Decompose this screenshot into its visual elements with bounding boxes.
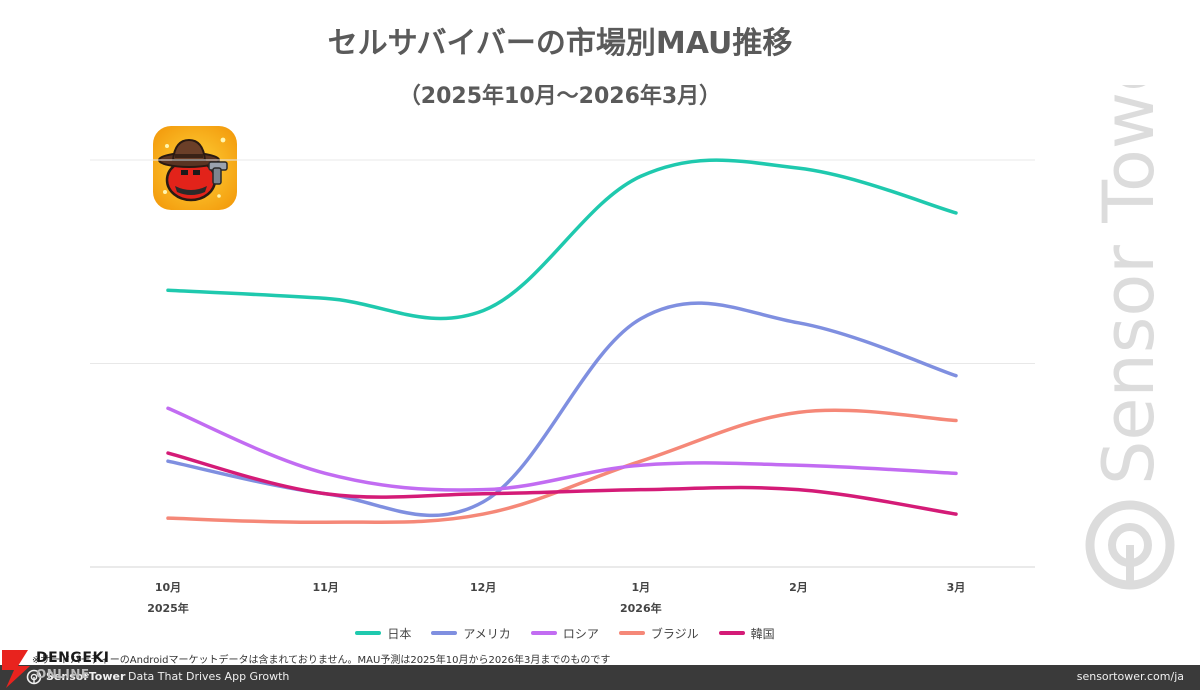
legend-label: 韓国 [750,626,775,641]
legend-item[interactable]: ロシア [530,625,599,642]
series-line-0 [166,158,958,321]
legend-swatch [355,631,382,635]
footnote: ※サードパーティーのAndroidマーケットデータは含まれておりません。MAU予… [32,655,611,666]
legend-label: 日本 [387,626,412,641]
legend-item[interactable]: 日本 [355,625,411,642]
legend-item[interactable]: ブラジル [618,625,699,642]
sensortower-logo-icon [1085,500,1175,590]
footer-url[interactable]: sensortower.com/ja [1076,670,1184,683]
x-year-label: 2026年 [620,601,662,615]
series-line-4 [166,451,958,516]
chart-legend: 日本 アメリカ ロシア ブラジル 韓国 [0,624,1130,642]
x-tick-label: 2月 [789,581,808,594]
footer-tagline: Data That Drives App Growth [128,670,290,683]
sensortower-watermark: Sensor Tower [1085,85,1175,590]
legend-swatch [530,631,557,635]
watermark-text: Sensor Tower [1088,85,1170,485]
chart-gridlines [90,159,1035,568]
footer-brand: SensorTower [46,670,126,683]
footer-bar: SensorTower Data That Drives App Growth … [0,665,1200,690]
dengeki-online-logo [2,650,30,688]
x-tick-label: 12月 [470,581,496,594]
x-year-label: 2025年 [147,601,189,615]
legend-item[interactable]: 韓国 [718,625,775,642]
legend-item[interactable]: アメリカ [431,625,511,642]
legend-label: アメリカ [463,626,511,641]
series-line-2 [166,406,958,492]
legend-swatch [718,631,745,635]
chart-subtitle: （2025年10月～2026年3月） [398,84,722,109]
x-tick-label: 10月 [155,581,181,594]
x-tick-label: 1月 [631,581,650,594]
x-axis: 10月 11月 12月 1月 2月 3月 2025年 2026年 [147,581,965,615]
chart-title: セルサバイバーの市場別MAU推移 [327,26,793,61]
sensortower-footer-icon [26,669,42,685]
app-icon [153,126,237,210]
lightning-icon [2,650,30,688]
x-tick-label: 11月 [312,581,338,594]
legend-label: ロシア [562,626,599,641]
legend-swatch [431,631,458,635]
dengeki-logo-line2: ONLINE [36,667,90,681]
chart-series-layer [166,158,958,525]
dengeki-logo-line1: DENGEKI [36,650,110,666]
legend-label: ブラジル [650,626,699,641]
legend-swatch [618,631,645,635]
x-tick-label: 3月 [947,581,966,594]
